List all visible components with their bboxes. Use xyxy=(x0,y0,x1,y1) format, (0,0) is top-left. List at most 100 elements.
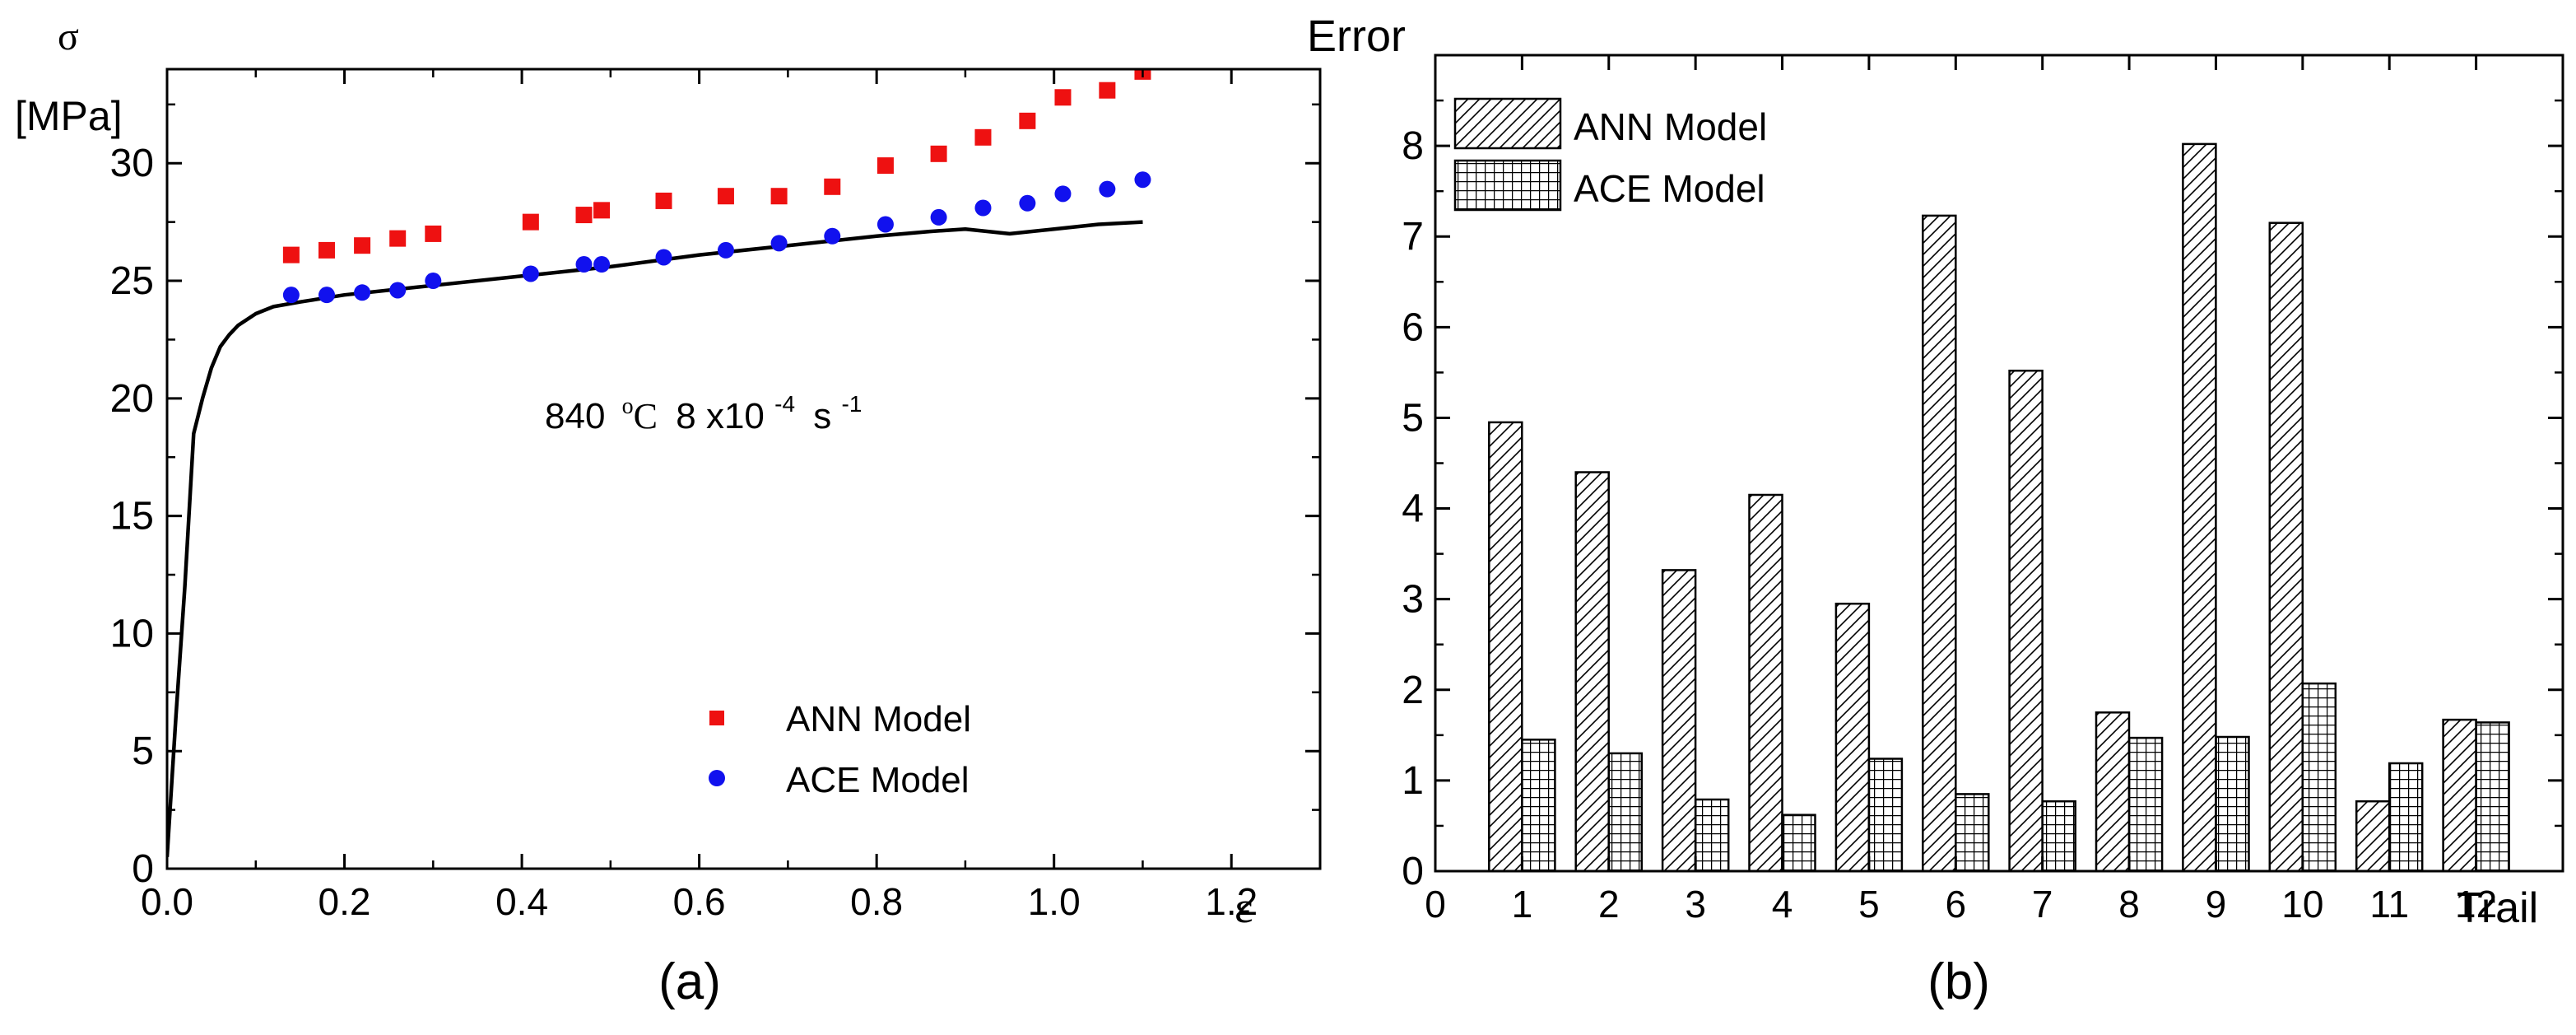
y-tick-label-b: 8 xyxy=(1402,124,1424,168)
x-tick-label-a: 0.8 xyxy=(850,880,903,923)
ace-error-bar xyxy=(1955,793,1990,873)
ann-error-bar xyxy=(1922,214,1957,873)
legend-swatch-ann xyxy=(1453,97,1562,150)
ann-point xyxy=(522,213,539,231)
legend-b: ANN Model ACE Model xyxy=(1453,97,1767,212)
legend-label-ann: ANN Model xyxy=(786,699,971,739)
ace-point xyxy=(354,284,371,301)
legend-marker-ann xyxy=(709,711,724,725)
x-tick-label-b: 4 xyxy=(1772,883,1793,925)
ace-point xyxy=(1099,180,1116,198)
ann-error-bar xyxy=(2268,221,2304,873)
y-axis-symbol-sigma: σ xyxy=(58,15,79,58)
ann-point xyxy=(930,145,947,162)
x-tick-label-a: 0.2 xyxy=(319,880,371,923)
x-tick-label-a: 1.2 xyxy=(1205,880,1258,923)
legend-swatch-ace xyxy=(1453,159,1562,212)
ace-error-bar xyxy=(2475,721,2510,873)
y-tick-label-a: 25 xyxy=(110,259,154,303)
ann-point xyxy=(282,246,300,263)
ann-point xyxy=(1054,89,1072,106)
y-tick-label-b: 2 xyxy=(1402,669,1424,712)
ace-error-bar xyxy=(2041,800,2076,873)
x-tick-label-a: 1.0 xyxy=(1028,880,1081,923)
ace-point xyxy=(389,282,407,299)
legend-marker-ace xyxy=(709,770,725,786)
y-tick-label-a: 10 xyxy=(110,612,154,655)
legend-label-ace-b: ACE Model xyxy=(1574,167,1765,210)
ace-point xyxy=(876,216,894,233)
ace-point xyxy=(425,273,442,290)
ace-point xyxy=(575,256,593,273)
y-tick-label-a: 30 xyxy=(110,142,154,185)
axis-ticks-a: 0.0 0.2 0.4 0.6 0.8 1.0 1.2 0 5 10 15 20 25 30 xyxy=(110,69,1320,923)
condition-annotation: 840 oC 8 x10 -4 s -1 xyxy=(545,380,862,436)
plot-frame-a xyxy=(165,68,1322,870)
ace-point xyxy=(717,241,734,259)
x-tick-label-b: 2 xyxy=(1598,883,1620,925)
y-axis-unit-mpa: [MPa] xyxy=(15,93,123,139)
ann-error-bar xyxy=(2182,142,2217,873)
ace-error-bar xyxy=(1694,798,1730,873)
ann-error-bar xyxy=(1661,569,1697,873)
ace-error-bar xyxy=(1781,814,1816,873)
ann-point xyxy=(1099,82,1116,99)
ann-error-bar xyxy=(2355,800,2391,873)
ace-point xyxy=(1054,185,1072,203)
experimental-stress-curve xyxy=(167,220,1143,857)
legend-a: ANN Model ACE Model xyxy=(709,699,971,800)
y-tick-label-b: 6 xyxy=(1402,305,1424,349)
y-tick-label-b: 1 xyxy=(1402,759,1424,803)
ace-error-bar xyxy=(2388,762,2424,873)
x-axis-label-epsilon: ε xyxy=(1235,883,1253,932)
ace-point xyxy=(318,287,335,304)
ann-point xyxy=(575,207,593,224)
x-axis-label-trail: Trail xyxy=(2457,884,2538,932)
ann-point xyxy=(824,178,841,195)
ace-error-bar xyxy=(1607,752,1644,873)
x-tick-label-b: 1 xyxy=(1512,883,1533,925)
x-tick-label-b: 6 xyxy=(1946,883,1967,925)
x-tick-label-b: 5 xyxy=(1858,883,1880,925)
ace-point xyxy=(930,208,947,226)
y-tick-label-b: 7 xyxy=(1402,215,1424,259)
ace-point xyxy=(770,235,788,252)
ace-point xyxy=(1019,194,1036,212)
ace-point xyxy=(1134,171,1151,189)
ann-point xyxy=(717,188,734,205)
x-tick-label-b: 3 xyxy=(1685,883,1706,925)
x-tick-label-b: 7 xyxy=(2032,883,2053,925)
ann-point xyxy=(354,237,371,254)
x-tick-label-a: 0.0 xyxy=(141,880,193,923)
y-tick-label-a: 0 xyxy=(132,847,154,891)
ann-error-bar xyxy=(1574,471,1610,873)
y-tick-label-b: 5 xyxy=(1402,396,1424,440)
x-tick-label-b: 9 xyxy=(2206,883,2227,925)
ann-error-bar xyxy=(1834,602,1871,873)
bars-layer xyxy=(1488,142,2510,873)
panel-label-b: (b) xyxy=(1927,953,1990,1010)
y-tick-label-a: 5 xyxy=(132,730,154,773)
ace-error-bar xyxy=(2127,736,2164,873)
x-tick-label-b: 10 xyxy=(2281,883,2323,925)
x-tick-label-b: 12 xyxy=(2455,883,2497,925)
ann-point xyxy=(655,192,672,209)
ann-point xyxy=(876,157,894,175)
ann-point xyxy=(770,188,788,205)
ann-point xyxy=(1019,112,1036,129)
y-tick-label-a: 20 xyxy=(110,377,154,421)
model-markers-layer xyxy=(282,69,1151,304)
x-tick-label-b: 11 xyxy=(2369,883,2409,925)
ann-point xyxy=(425,225,442,242)
x-tick-label-b: 0 xyxy=(1425,883,1446,925)
x-tick-label-b: 8 xyxy=(2118,883,2140,925)
x-tick-label-a: 0.4 xyxy=(495,880,548,923)
ann-error-bar xyxy=(1488,421,1523,873)
ace-point xyxy=(655,249,672,266)
experimental-curve-layer xyxy=(167,220,1143,857)
ace-error-bar xyxy=(2215,735,2250,873)
ace-point xyxy=(824,227,841,245)
